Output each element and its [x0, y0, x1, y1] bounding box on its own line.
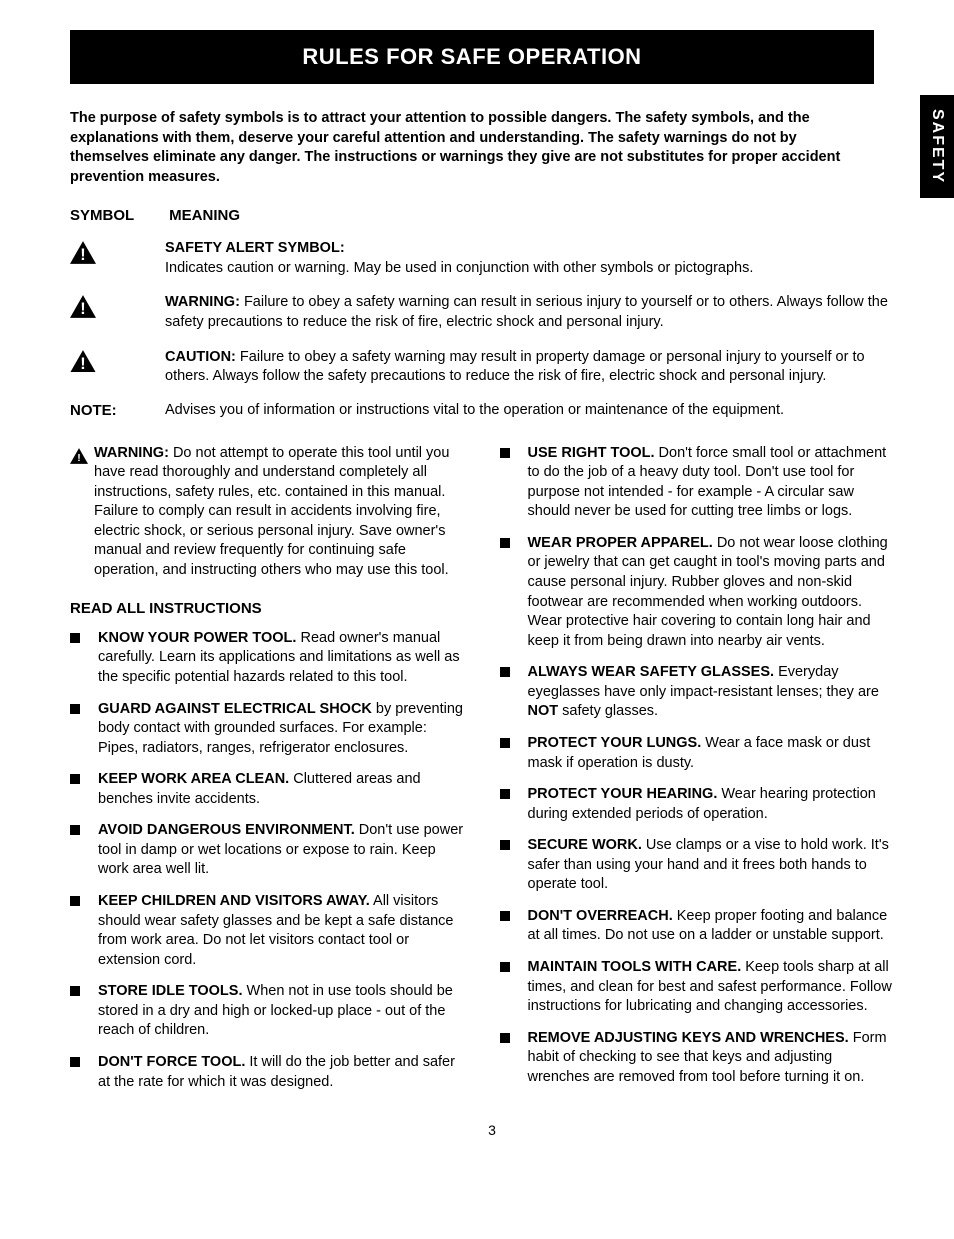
list-item: REMOVE ADJUSTING KEYS AND WRENCHES. Form… — [500, 1029, 895, 1088]
list-item-text: WEAR PROPER APPAREL. Do not wear loose c… — [528, 534, 895, 651]
bullet-square-icon — [70, 774, 80, 784]
list-item: PROTECT YOUR LUNGS. Wear a face mask or … — [500, 734, 895, 773]
list-item: DON'T OVERREACH. Keep proper footing and… — [500, 907, 895, 946]
page: RULES FOR SAFE OPERATION SAFETY The purp… — [0, 0, 954, 1158]
bullet-square-icon — [500, 667, 510, 677]
page-number: 3 — [70, 1122, 914, 1138]
symbol-row: ! WARNING: Failure to obey a safety warni… — [70, 293, 914, 332]
bullet-square-icon — [70, 825, 80, 835]
bullet-square-icon — [70, 633, 80, 643]
note-text: Advises you of information or instructio… — [165, 402, 894, 419]
list-item: DON'T FORCE TOOL. It will do the job bet… — [70, 1053, 465, 1092]
symbol-text: CAUTION: Failure to obey a safety warnin… — [165, 348, 894, 387]
symbol-row: ! CAUTION: Failure to obey a safety warni… — [70, 348, 914, 387]
list-item: GUARD AGAINST ELECTRICAL SHOCK by preven… — [70, 700, 465, 759]
warning-block: ! WARNING: Do not attempt to operate thi… — [70, 444, 465, 581]
right-bullet-list: USE RIGHT TOOL. Don't force small tool o… — [500, 444, 895, 1088]
list-item-text: PROTECT YOUR LUNGS. Wear a face mask or … — [528, 734, 895, 773]
read-all-heading: READ ALL INSTRUCTIONS — [70, 599, 465, 619]
warning-block-text: WARNING: Do not attempt to operate this … — [94, 444, 465, 581]
bullet-square-icon — [500, 789, 510, 799]
two-columns: ! WARNING: Do not attempt to operate thi… — [70, 444, 914, 1104]
list-item: KEEP WORK AREA CLEAN. Cluttered areas an… — [70, 770, 465, 809]
list-item: MAINTAIN TOOLS WITH CARE. Keep tools sha… — [500, 958, 895, 1017]
page-title: RULES FOR SAFE OPERATION — [70, 30, 874, 84]
list-item-text: AVOID DANGEROUS ENVIRONMENT. Don't use p… — [98, 821, 465, 880]
intro-paragraph: The purpose of safety symbols is to attr… — [70, 109, 854, 187]
list-item-text: ALWAYS WEAR SAFETY GLASSES. Everyday eye… — [528, 663, 895, 722]
list-item-text: KNOW YOUR POWER TOOL. Read owner's manua… — [98, 629, 465, 688]
list-item-text: GUARD AGAINST ELECTRICAL SHOCK by preven… — [98, 700, 465, 759]
list-item-text: KEEP CHILDREN AND VISITORS AWAY. All vis… — [98, 892, 465, 970]
list-item-text: STORE IDLE TOOLS. When not in use tools … — [98, 982, 465, 1041]
list-item: USE RIGHT TOOL. Don't force small tool o… — [500, 444, 895, 522]
list-item-text: SECURE WORK. Use clamps or a vise to hol… — [528, 836, 895, 895]
bullet-square-icon — [500, 840, 510, 850]
bullet-square-icon — [500, 962, 510, 972]
list-item: ALWAYS WEAR SAFETY GLASSES. Everyday eye… — [500, 663, 895, 722]
warning-triangle-icon: ! — [70, 293, 165, 332]
svg-text:!: ! — [77, 452, 81, 464]
bullet-square-icon — [500, 738, 510, 748]
list-item: KEEP CHILDREN AND VISITORS AWAY. All vis… — [70, 892, 465, 970]
list-item: WEAR PROPER APPAREL. Do not wear loose c… — [500, 534, 895, 651]
list-item: KNOW YOUR POWER TOOL. Read owner's manua… — [70, 629, 465, 688]
svg-text:!: ! — [80, 300, 85, 318]
note-row: NOTE: Advises you of information or inst… — [70, 402, 914, 419]
header-symbol: SYMBOL — [70, 207, 165, 224]
bullet-square-icon — [500, 911, 510, 921]
left-column: ! WARNING: Do not attempt to operate thi… — [70, 444, 465, 1104]
warning-triangle-icon: ! — [70, 348, 165, 387]
bullet-square-icon — [500, 1033, 510, 1043]
list-item-text: KEEP WORK AREA CLEAN. Cluttered areas an… — [98, 770, 465, 809]
warning-triangle-icon: ! — [70, 446, 91, 581]
bullet-square-icon — [70, 1057, 80, 1067]
symbol-row: ! SAFETY ALERT SYMBOL:Indicates caution o… — [70, 239, 914, 278]
warning-triangle-icon: ! — [70, 239, 165, 278]
left-bullet-list: KNOW YOUR POWER TOOL. Read owner's manua… — [70, 629, 465, 1092]
list-item: STORE IDLE TOOLS. When not in use tools … — [70, 982, 465, 1041]
symbol-text: WARNING: Failure to obey a safety warnin… — [165, 293, 894, 332]
symbol-meaning-header: SYMBOL MEANING — [70, 207, 914, 224]
list-item-text: DON'T OVERREACH. Keep proper footing and… — [528, 907, 895, 946]
bullet-square-icon — [70, 896, 80, 906]
list-item: SECURE WORK. Use clamps or a vise to hol… — [500, 836, 895, 895]
svg-text:!: ! — [80, 355, 85, 373]
list-item: PROTECT YOUR HEARING. Wear hearing prote… — [500, 785, 895, 824]
warning-block-lead: WARNING: — [94, 445, 169, 461]
list-item-text: PROTECT YOUR HEARING. Wear hearing prote… — [528, 785, 895, 824]
list-item: AVOID DANGEROUS ENVIRONMENT. Don't use p… — [70, 821, 465, 880]
side-tab-safety: SAFETY — [920, 95, 954, 198]
note-label: NOTE: — [70, 402, 165, 419]
list-item-text: MAINTAIN TOOLS WITH CARE. Keep tools sha… — [528, 958, 895, 1017]
bullet-square-icon — [500, 448, 510, 458]
list-item-text: REMOVE ADJUSTING KEYS AND WRENCHES. Form… — [528, 1029, 895, 1088]
list-item-text: USE RIGHT TOOL. Don't force small tool o… — [528, 444, 895, 522]
bullet-square-icon — [500, 538, 510, 548]
bullet-square-icon — [70, 704, 80, 714]
right-column: USE RIGHT TOOL. Don't force small tool o… — [500, 444, 895, 1104]
header-meaning: MEANING — [169, 207, 240, 224]
symbol-rows: ! SAFETY ALERT SYMBOL:Indicates caution o… — [70, 239, 914, 386]
symbol-text: SAFETY ALERT SYMBOL:Indicates caution or… — [165, 239, 894, 278]
list-item-text: DON'T FORCE TOOL. It will do the job bet… — [98, 1053, 465, 1092]
warning-block-body: Do not attempt to operate this tool unti… — [94, 445, 449, 578]
svg-text:!: ! — [80, 246, 85, 264]
bullet-square-icon — [70, 986, 80, 996]
